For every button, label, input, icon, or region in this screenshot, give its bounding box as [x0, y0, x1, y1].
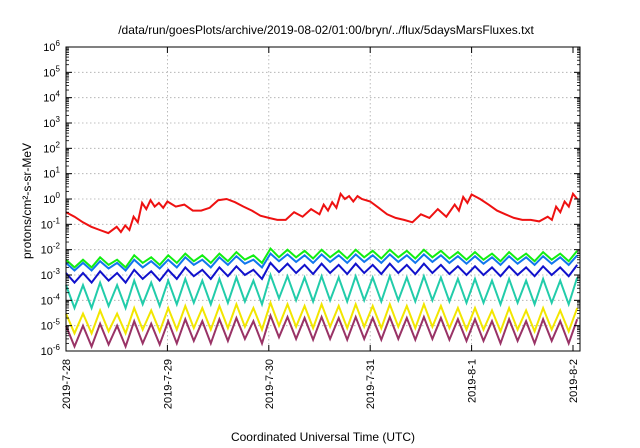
- y-tick-label: 10-1: [41, 216, 61, 231]
- y-tick-label: 10-4: [41, 292, 61, 307]
- y-tick-label: 10-6: [41, 343, 61, 358]
- y-tick-label: 10-5: [41, 318, 61, 333]
- y-tick-label: 100: [43, 191, 60, 206]
- x-tick-label: 2019-7-28: [61, 359, 73, 409]
- y-axis-label: protons/cm²-s-sr-MeV: [20, 143, 34, 259]
- x-axis-label: Coordinated Universal Time (UTC): [231, 430, 415, 444]
- x-tick-label: 2019-8-2: [568, 359, 580, 403]
- series-line-5: [65, 271, 579, 312]
- y-tick-label: 101: [43, 166, 60, 181]
- x-tick-label: 2019-7-31: [365, 359, 377, 409]
- series-line-4: [65, 261, 578, 285]
- x-tick-label: 2019-7-29: [162, 359, 174, 409]
- series-line-7: [65, 312, 579, 350]
- y-tick-label: 102: [43, 140, 60, 155]
- series-layer: [65, 191, 579, 350]
- series-line-2: [65, 246, 578, 269]
- y-tick-label: 10-3: [41, 267, 61, 282]
- y-tick-label: 104: [43, 90, 60, 105]
- chart-title: /data/run/goesPlots/archive/2019-08-02/0…: [118, 23, 534, 37]
- y-tick-label: 106: [43, 39, 60, 54]
- y-tick-label: 105: [43, 64, 60, 79]
- y-tick-label: 10-2: [41, 242, 61, 257]
- ticks: 10-6 10-5 10-4 10-3 10-2 10-1 100 101 102 103 104 1…: [41, 39, 580, 409]
- series-line-6: [65, 299, 579, 337]
- y-tick-label: 103: [43, 115, 60, 130]
- x-tick-label: 2019-8-1: [467, 359, 479, 403]
- x-tick-label: 2019-7-30: [264, 359, 276, 409]
- series-line-1: [65, 191, 578, 235]
- series-line-3: [65, 252, 578, 272]
